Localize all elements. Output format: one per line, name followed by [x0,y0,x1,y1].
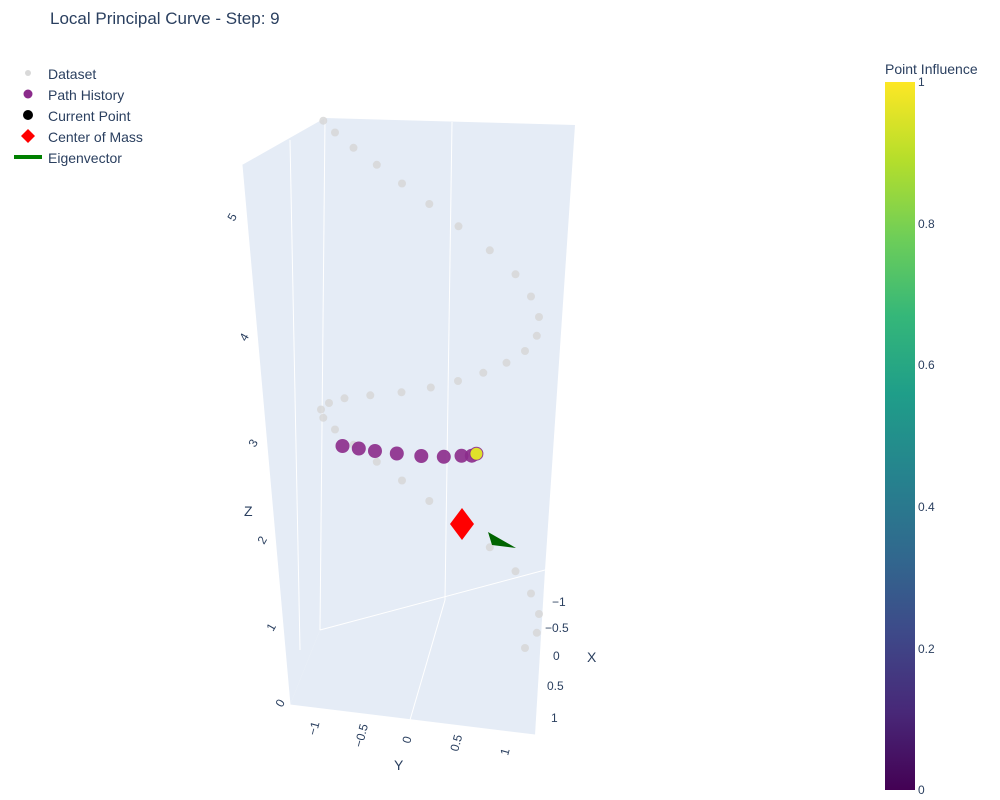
dataset-point[interactable] [331,128,339,137]
z-tick-label: 0 [272,696,288,709]
grid-lines [241,117,546,736]
z-tick-label: 3 [245,436,261,449]
dataset-point[interactable] [485,246,494,255]
y-tick-label: 0 [399,734,414,744]
path-history-point[interactable] [335,439,350,453]
path-history-point[interactable] [351,441,366,456]
colorbar-tick: 0 [918,783,925,797]
dataset-point[interactable] [372,457,381,466]
chart-title: Local Principal Curve - Step: 9 [50,9,280,28]
x-tick-label: −0.5 [545,621,569,635]
colorbar-tick: 0.8 [918,217,935,231]
legend-label: Eigenvector [48,150,122,166]
dataset-point[interactable] [521,644,529,652]
z-tick-label: 5 [224,210,240,223]
path-history-point[interactable] [389,446,404,461]
x-tick-label: −1 [552,595,566,609]
x-tick-label: 1 [551,711,558,725]
colorbar-tick: 0.4 [918,500,935,514]
dataset-point[interactable] [454,377,462,385]
z-tick-label: 4 [236,330,252,343]
dataset-point[interactable] [527,589,535,598]
path-history-point[interactable] [368,444,382,458]
dataset-point[interactable] [532,331,541,340]
x-tick-label: 0.5 [547,679,564,693]
dataset-point[interactable] [426,383,435,392]
dataset-marker-icon [25,70,31,76]
dataset-point[interactable] [454,222,463,231]
dataset-point[interactable] [532,628,541,637]
z-tick-label: 2 [254,533,270,546]
colorbar-gradient [885,82,915,790]
scene-3d[interactable]: 0 1 2 3 4 5 Z −1 −0.5 0 0.5 1 X −1 −0.5 … [0,0,860,800]
legend-label: Center of Mass [48,129,143,145]
dataset-point[interactable] [372,160,381,169]
z-tick-label: 1 [263,620,279,633]
colorbar-tick: 1 [918,75,925,89]
eigenvector-arrow [488,532,516,548]
dataset-point[interactable] [331,425,339,434]
dataset-point[interactable] [366,391,375,400]
dataset-point[interactable] [340,394,349,403]
dataset-point[interactable] [425,200,434,208]
floor-plane [290,570,545,735]
colorbar-tick: 0.6 [918,358,935,372]
x-tick-label: 0 [553,649,560,663]
dataset-point[interactable] [397,388,406,397]
dataset-point[interactable] [349,143,358,152]
path-history-point[interactable] [436,449,451,464]
path-history-point[interactable] [454,448,469,463]
dataset-point[interactable] [317,405,325,414]
z-axis-label: Z [244,503,253,519]
colorbar: Point Influence 1 0.8 0.6 0.4 0.2 0 [880,58,1000,798]
y-tick-label: −1 [305,720,322,737]
y-axis-label: Y [394,757,404,773]
y-tick-label: 0.5 [447,733,465,753]
path-history-marker-icon [23,89,33,99]
center-of-mass-marker[interactable] [450,508,474,540]
current-point-point[interactable] [470,447,483,460]
dataset-point[interactable] [319,116,328,125]
current-point-marker-icon [23,110,33,120]
center-of-mass-marker-icon [21,129,35,143]
dataset-point[interactable] [425,497,434,505]
dataset-point[interactable] [398,476,406,485]
dataset-point[interactable] [502,358,511,367]
dataset-point[interactable] [535,313,543,321]
dataset-point[interactable] [398,179,406,188]
dataset-point[interactable] [535,610,543,618]
dataset-point[interactable] [511,270,520,279]
dataset-point[interactable] [511,567,520,576]
colorbar-tick: 0.2 [918,642,935,656]
dataset-point[interactable] [319,413,328,422]
legend-label: Dataset [48,66,97,82]
dataset-point[interactable] [527,292,535,301]
y-tick-label: −0.5 [351,722,371,749]
path-history-point[interactable] [414,449,429,463]
legend-label: Current Point [48,108,131,124]
y-tick-label: 1 [497,746,512,756]
dataset-point[interactable] [521,347,529,355]
legend-label: Path History [48,87,125,103]
dataset-point[interactable] [479,368,488,377]
x-axis-label: X [587,649,597,665]
dataset-point[interactable] [485,543,494,552]
colorbar-title: Point Influence [885,61,978,77]
eigenvector-line-icon [14,155,42,159]
dataset-point[interactable] [325,399,333,407]
back-wall [242,118,575,705]
